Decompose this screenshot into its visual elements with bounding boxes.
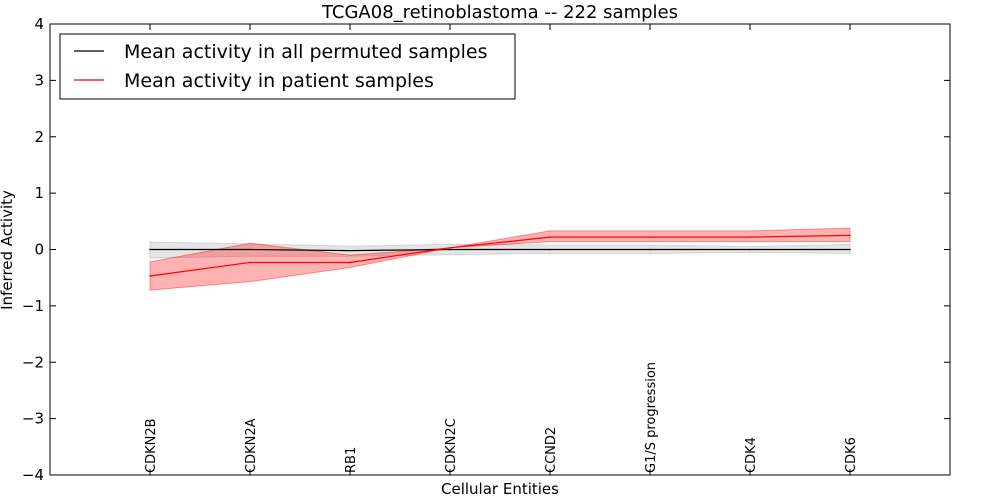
point-series-1-G1/S progression	[649, 248, 651, 251]
x-category-label: CDKN2C	[444, 418, 459, 473]
y-tick-label: −1	[22, 297, 44, 315]
y-tick-label: 0	[34, 241, 44, 259]
y-tick-label: −2	[22, 353, 44, 371]
point-series-1-CDKN2B	[149, 248, 151, 251]
legend-box	[59, 33, 516, 100]
point-series-2-CDKN2C	[449, 247, 451, 249]
y-tick-label: 3	[34, 71, 44, 89]
y-tick-label: 4	[34, 15, 44, 33]
x-axis: CDKN2B CDKN2A RB1 CDKN2C CCND2 G1/S progressi…	[144, 24, 859, 475]
line-series-1	[150, 248, 850, 252]
point-series-1-CDKN2C	[449, 248, 451, 251]
series-lines	[149, 234, 851, 277]
legend-label-2: Mean activity in patient samples	[124, 70, 434, 92]
y-tick-label: 2	[34, 128, 44, 146]
line-series-2	[149, 234, 851, 277]
point-series-1-CDKN2A	[249, 248, 251, 251]
point-series-1-CDK4	[749, 248, 751, 251]
x-category-label: CDK4	[744, 437, 759, 473]
x-axis-label: Cellular Entities	[441, 480, 559, 498]
y-axis: 4 3 2 1 0 −1 −2 −3 −4	[22, 15, 950, 484]
legend-label-1: Mean activity in all permuted samples	[124, 41, 487, 63]
point-series-2-CDKN2A	[249, 261, 251, 264]
x-category-label: CDKN2B	[144, 418, 159, 473]
point-series-1-RB1	[349, 249, 351, 252]
point-series-2-RB1	[349, 261, 351, 264]
point-series-1-CDK6	[849, 248, 851, 251]
y-tick-label: 1	[34, 184, 44, 202]
x-category-label: CDK6	[844, 437, 859, 473]
y-axis-label: Inferred Activity	[0, 190, 16, 310]
legend: Mean activity in all permuted samples Mea…	[59, 33, 516, 100]
x-category-label: RB1	[344, 447, 359, 473]
point-series-2-G1/S progression	[649, 236, 651, 238]
point-series-2-CDK4	[749, 236, 751, 238]
point-series-2-CDKN2B	[149, 275, 151, 277]
x-category-label: G1/S progression	[644, 362, 659, 473]
x-category-label: CDKN2A	[244, 418, 259, 473]
chart-title: TCGA08_retinoblastoma -- 222 samples	[321, 2, 678, 23]
y-tick-label: −4	[22, 466, 44, 484]
x-category-label: CCND2	[544, 427, 559, 473]
point-series-2-CDK6	[849, 234, 851, 237]
y-tick-label: −3	[22, 410, 44, 428]
point-series-1-CCND2	[549, 248, 551, 251]
point-series-2-CCND2	[549, 236, 551, 238]
